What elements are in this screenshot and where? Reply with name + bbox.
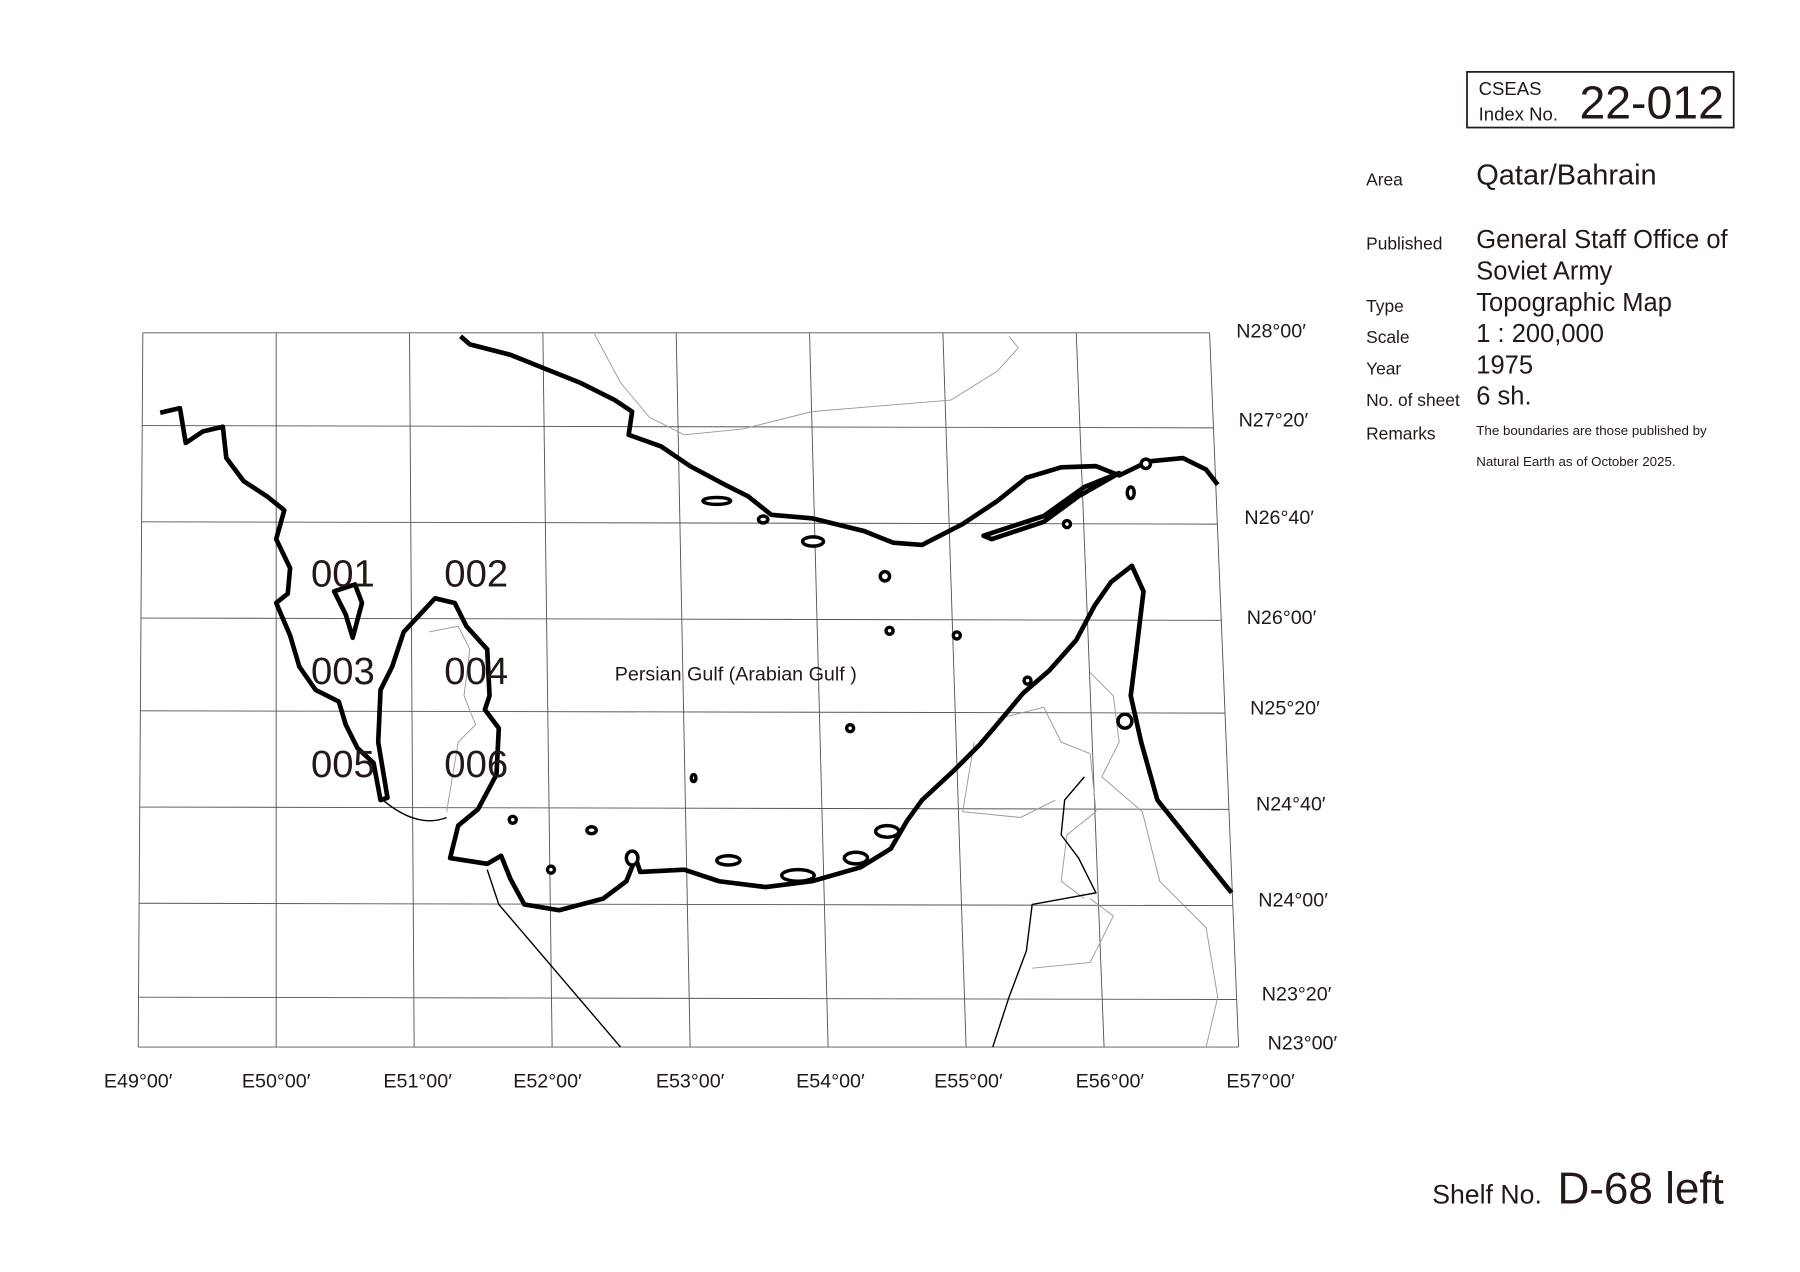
field-value: 1975 <box>1476 351 1533 379</box>
field-value: 6 sh. <box>1476 383 1531 411</box>
islands <box>507 457 1153 883</box>
field-label: Year <box>1366 359 1401 379</box>
latitude-label: N26°00′ <box>1247 607 1317 629</box>
field-label: Scale <box>1366 327 1409 347</box>
graticule <box>137 332 1240 1048</box>
field-value: General Staff Office of <box>1476 226 1728 254</box>
longitude-label: E50°00′ <box>242 1071 311 1093</box>
field-value: Soviet Army <box>1476 257 1612 285</box>
longitude-label: E57°00′ <box>1226 1071 1295 1093</box>
index-box <box>1466 71 1735 129</box>
longitude-label: E53°00′ <box>656 1071 725 1093</box>
meridian <box>942 332 967 1048</box>
sheet-label: 005 <box>311 743 375 786</box>
meridian <box>675 332 691 1048</box>
latitude-label: N23°20′ <box>1262 984 1332 1006</box>
latitude-label: N27°20′ <box>1239 410 1309 432</box>
index-label: CSEAS <box>1479 78 1542 99</box>
parallel <box>140 710 1225 714</box>
longitude-label: E52°00′ <box>513 1071 582 1093</box>
longitude-label: E56°00′ <box>1076 1071 1145 1093</box>
sheet-label: 002 <box>444 553 508 596</box>
index-number: 22-012 <box>1579 76 1723 128</box>
sheet-label: 003 <box>311 650 375 693</box>
field-label: Area <box>1366 170 1403 190</box>
longitude-label: E54°00′ <box>796 1071 865 1093</box>
latitude-label: N23°00′ <box>1268 1032 1338 1054</box>
field-label: Type <box>1366 296 1404 316</box>
meridian <box>542 332 553 1048</box>
sea-label: Persian Gulf (Arabian Gulf ) <box>615 664 857 686</box>
latitude-label: N28°00′ <box>1236 320 1306 342</box>
longitude-label: E51°00′ <box>383 1071 452 1093</box>
parallel <box>138 996 1237 1000</box>
field-value: Topographic Map <box>1476 289 1672 317</box>
field-value: The boundaries are those published by <box>1476 423 1707 438</box>
parallel <box>141 521 1218 525</box>
sheet-label: 001 <box>311 553 375 596</box>
parallel <box>139 806 1229 810</box>
meridian <box>409 332 415 1048</box>
field-label: No. of sheet <box>1366 390 1460 410</box>
field-value: 1 : 200,000 <box>1476 320 1604 348</box>
coastlines <box>159 334 1234 913</box>
latitude-label: N25°20′ <box>1250 697 1320 719</box>
longitude-label: E55°00′ <box>934 1071 1003 1093</box>
meridian <box>1209 332 1240 1048</box>
latitude-label: N24°00′ <box>1258 890 1328 912</box>
field-label: Published <box>1366 233 1442 253</box>
shelf-number: D-68 left <box>1557 1165 1723 1214</box>
boundaries <box>382 332 1219 1048</box>
longitude-label: E49°00′ <box>104 1071 173 1093</box>
field-value: Natural Earth as of October 2025. <box>1476 454 1675 469</box>
latitude-label: N26°40′ <box>1244 507 1314 529</box>
parallel <box>139 902 1233 907</box>
meridian <box>1075 332 1105 1048</box>
parallel <box>140 617 1222 621</box>
labels: N28°00′ N27°20′ N26°40′ N26°00′ N25°20′ N24°4… <box>104 76 1729 1213</box>
field-label: Remarks <box>1366 423 1436 443</box>
meridian <box>809 332 829 1048</box>
latitude-label: N24°40′ <box>1256 794 1326 816</box>
sheet-label: 004 <box>444 650 508 693</box>
sheet-label: 006 <box>444 743 508 786</box>
meridian <box>137 332 144 1048</box>
index-label: Index No. <box>1479 104 1558 125</box>
shelf-label: Shelf No. <box>1432 1180 1542 1210</box>
field-value: Qatar/Bahrain <box>1476 159 1656 191</box>
